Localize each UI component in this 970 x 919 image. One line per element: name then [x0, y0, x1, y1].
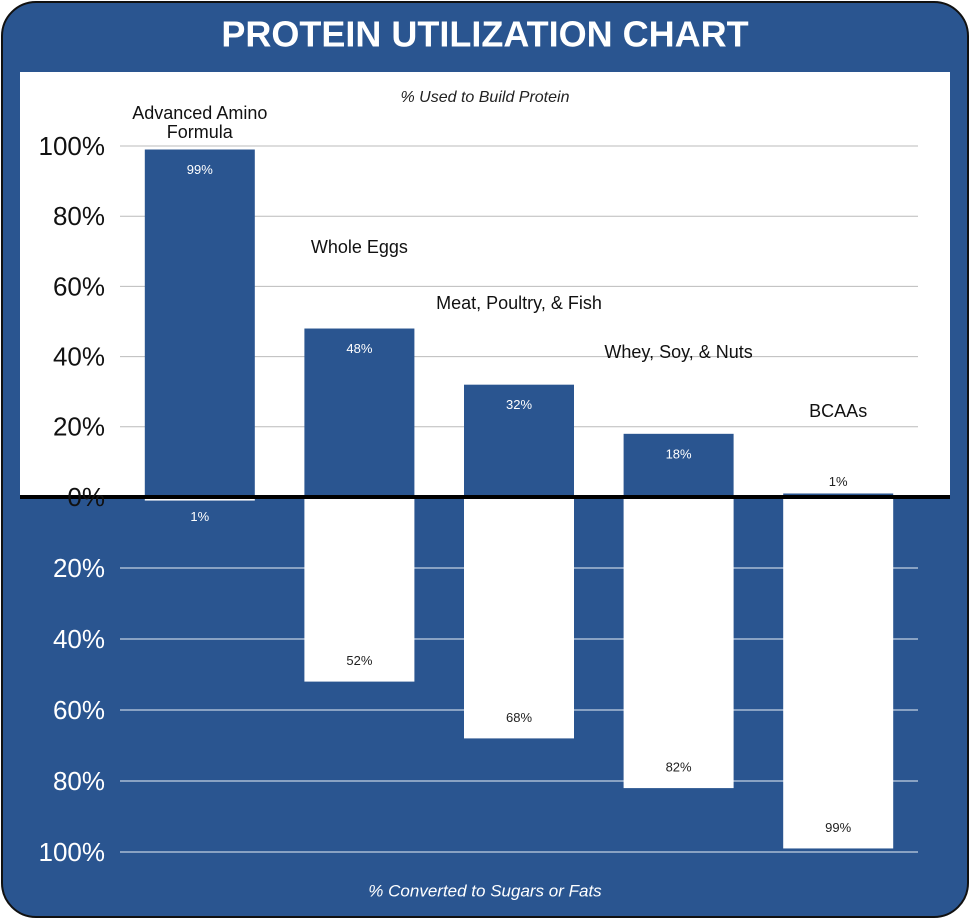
value-label: 52% — [346, 653, 372, 668]
y-tick-label: 60% — [53, 271, 105, 301]
category-label-box: BCAAs — [809, 401, 868, 422]
y-tick-label: 0% — [67, 482, 105, 512]
value-label: 1% — [190, 509, 209, 524]
y2-tick-label: 40% — [53, 624, 105, 654]
value-label: 1% — [829, 474, 848, 489]
category-label: Advanced Amino Formula — [132, 102, 268, 142]
category-label-box: Whole Eggs — [310, 236, 408, 257]
value-label: 99% — [187, 162, 213, 177]
y2-tick-label: 100% — [39, 837, 106, 867]
bar — [623, 497, 734, 789]
series-title: % Converted to Sugars or Fats — [368, 881, 602, 900]
value-label: 48% — [346, 341, 372, 356]
value-label: 68% — [506, 710, 532, 725]
bar — [304, 328, 415, 497]
bar — [464, 384, 574, 497]
value-label: 18% — [666, 446, 692, 461]
category-label: Whey, Soy, & Nuts — [604, 341, 753, 362]
bar — [783, 497, 894, 849]
series-title: % Used to Build Protein — [401, 89, 570, 106]
bar — [304, 497, 415, 682]
side-band — [950, 72, 968, 498]
y2-tick-label: 80% — [53, 766, 105, 796]
category-label-box: Whey, Soy, & Nuts — [604, 341, 753, 362]
category-label: Whole Eggs — [310, 236, 408, 257]
category-label-box: Meat, Poultry, & Fish — [436, 292, 602, 313]
value-label: 99% — [825, 820, 851, 835]
bar — [464, 497, 574, 739]
side-band — [2, 72, 20, 498]
chart-title: PROTEIN UTILIZATION CHART — [221, 14, 748, 55]
y-tick-label: 80% — [53, 201, 105, 231]
y2-tick-label: 20% — [53, 553, 105, 583]
category-label: Meat, Poultry, & Fish — [436, 292, 602, 313]
value-label: 82% — [666, 760, 692, 775]
category-label: BCAAs — [809, 401, 868, 422]
y-tick-label: 20% — [53, 412, 105, 442]
category-label-box: Advanced Amino Formula — [132, 102, 268, 142]
y-tick-label: 40% — [53, 341, 105, 371]
header-band — [2, 2, 968, 72]
bar — [144, 149, 255, 497]
bar — [623, 433, 734, 497]
y2-tick-label: 60% — [53, 695, 105, 725]
y-tick-label: 100% — [39, 131, 106, 161]
value-label: 32% — [506, 397, 532, 412]
